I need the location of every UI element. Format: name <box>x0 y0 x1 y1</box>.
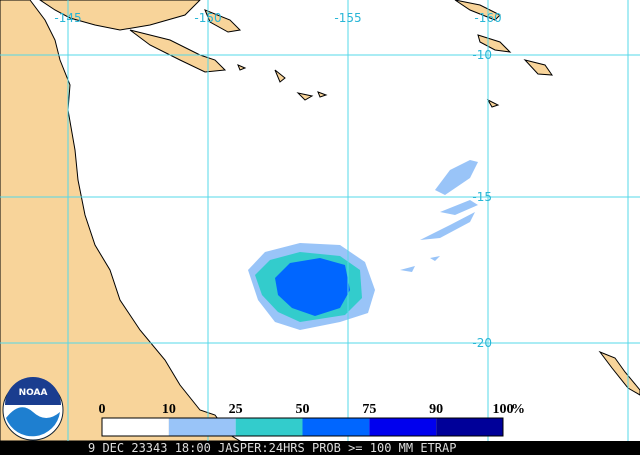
solomon-islands <box>477 34 512 53</box>
lat-label: -10 <box>472 48 492 62</box>
lon-label: -150 <box>194 11 221 25</box>
vanuatu <box>598 350 640 396</box>
rain-area <box>435 160 478 195</box>
footer-bar <box>0 441 640 455</box>
island <box>274 69 286 83</box>
legend-unit: % <box>511 402 525 417</box>
solomon-islands <box>523 59 554 76</box>
logo-text: NOAA <box>19 388 48 398</box>
legend-swatch <box>102 418 169 436</box>
rain-area <box>440 200 478 215</box>
legend: 0 10 25 50 75 90 100% <box>99 402 525 437</box>
rain-area <box>400 266 415 272</box>
new-guinea-tail <box>129 29 227 73</box>
legend-label: 75 <box>362 402 376 417</box>
legend-label: 25 <box>229 402 243 417</box>
legend-swatch <box>235 418 303 436</box>
island <box>486 98 500 108</box>
lat-label: -15 <box>472 190 492 204</box>
legend-label: 50 <box>296 402 310 417</box>
rain-area <box>430 256 440 261</box>
legend-label: 0 <box>99 402 106 417</box>
legend-label: 100 <box>493 402 514 417</box>
legend-frame <box>101 417 504 437</box>
island <box>237 64 247 71</box>
rain-area <box>275 258 350 316</box>
new-guinea <box>39 0 201 31</box>
island <box>296 92 314 101</box>
lat-label: -20 <box>472 336 492 350</box>
legend-swatch <box>302 418 370 436</box>
legend-swatch <box>168 418 236 436</box>
graticule <box>0 0 640 441</box>
solomon-islands <box>454 0 501 21</box>
legend-label: 10 <box>162 402 176 417</box>
lon-label: -145 <box>54 11 81 25</box>
legend-label: 90 <box>429 402 443 417</box>
island <box>317 91 328 98</box>
legend-swatch <box>436 418 503 436</box>
footer: 9 DEC 23343 18:00 JASPER:24HRS PROB >= 1… <box>88 441 456 455</box>
lon-label: -160 <box>474 11 501 25</box>
new-britain <box>204 9 242 33</box>
lon-label: -155 <box>334 11 361 25</box>
labels: -145 -150 -155 -160 -10 -15 -20 <box>54 11 501 350</box>
noaa-logo: NOAA <box>2 377 64 441</box>
legend-swatch <box>369 418 437 436</box>
